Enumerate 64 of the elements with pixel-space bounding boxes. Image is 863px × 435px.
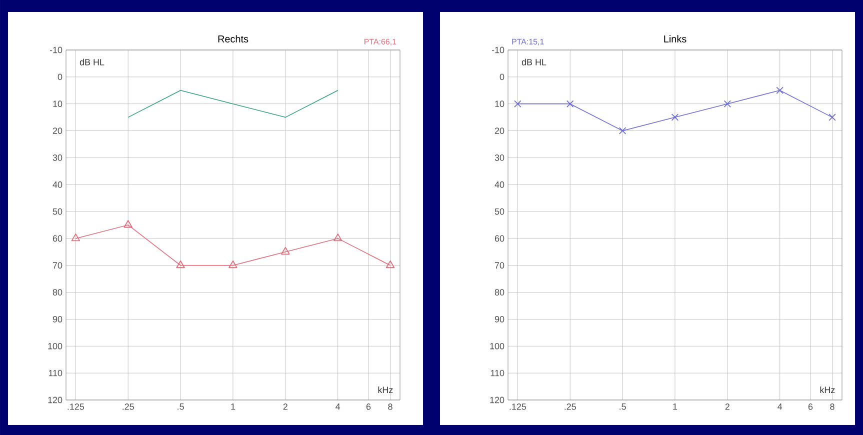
y-tick-label: 50 [52, 208, 62, 215]
point [671, 114, 679, 121]
y-tick-label: 50 [494, 208, 504, 215]
x-tick-label: 2 [725, 404, 730, 410]
y-tick-label: 30 [494, 154, 504, 161]
point [281, 246, 290, 255]
y-tick-label: 80 [494, 289, 504, 296]
y-axis-title: dB HL [80, 58, 104, 66]
x-tick-label: .125 [68, 404, 84, 410]
point [333, 234, 342, 242]
y-tick-label: -10 [492, 46, 504, 54]
y-tick-label: 70 [52, 262, 62, 269]
y-tick-label: 120 [490, 396, 504, 404]
x-tick-label: 8 [388, 404, 392, 410]
y-tick-label: -10 [50, 46, 62, 54]
x-tick-label: .125 [510, 404, 526, 410]
y-tick-label: 90 [494, 316, 504, 322]
y-tick-label: 90 [52, 316, 62, 322]
y-tick-label: 20 [52, 128, 62, 134]
y-tick-label: 10 [53, 100, 62, 108]
y-tick-label: 0 [500, 74, 504, 80]
chart-title: Rechts [218, 35, 248, 42]
y-tick-label: 20 [494, 128, 504, 134]
x-tick-label: .25 [564, 404, 576, 410]
point [724, 100, 732, 108]
y-tick-label: 60 [52, 235, 62, 242]
point [566, 100, 574, 108]
point [386, 260, 395, 268]
x-tick-label: 1 [231, 404, 236, 410]
x-axis-title: kHz [820, 386, 835, 393]
point [828, 114, 836, 121]
y-tick-label: 80 [52, 289, 62, 296]
y-tick-label: 0 [58, 74, 62, 80]
x-tick-label: .25 [122, 404, 134, 410]
y-tick-label: 70 [494, 262, 504, 269]
x-tick-label: 4 [778, 404, 782, 410]
x-tick-label: 4 [336, 404, 340, 410]
x-tick-label: 6 [808, 404, 813, 410]
point [124, 220, 132, 228]
point [228, 260, 238, 268]
point [176, 260, 185, 268]
y-tick-label: 60 [494, 235, 504, 242]
y-tick-label: 30 [52, 154, 62, 161]
x-tick-label: 8 [830, 404, 834, 410]
y-tick-label: 100 [490, 342, 504, 350]
y-tick-label: 10 [495, 100, 504, 108]
y-axis-title: dB HL [522, 58, 546, 66]
x-axis-title: kHz [378, 386, 393, 393]
point [776, 86, 784, 94]
y-tick-label: 110 [490, 370, 504, 376]
y-tick-label: 100 [48, 342, 62, 350]
x-tick-label: .5 [620, 404, 626, 410]
y-tick-label: 110 [48, 370, 62, 376]
chart-title: Links [664, 35, 686, 42]
y-tick-label: 120 [48, 396, 62, 404]
y-tick-label: 40 [494, 181, 504, 188]
y-tick-label: 40 [52, 181, 62, 188]
point [618, 127, 626, 134]
x-tick-label: 1 [673, 404, 678, 410]
point [71, 234, 80, 242]
point [514, 100, 522, 108]
x-tick-label: 6 [366, 404, 371, 410]
x-tick-label: 2 [283, 404, 288, 410]
x-tick-label: .5 [178, 404, 184, 410]
